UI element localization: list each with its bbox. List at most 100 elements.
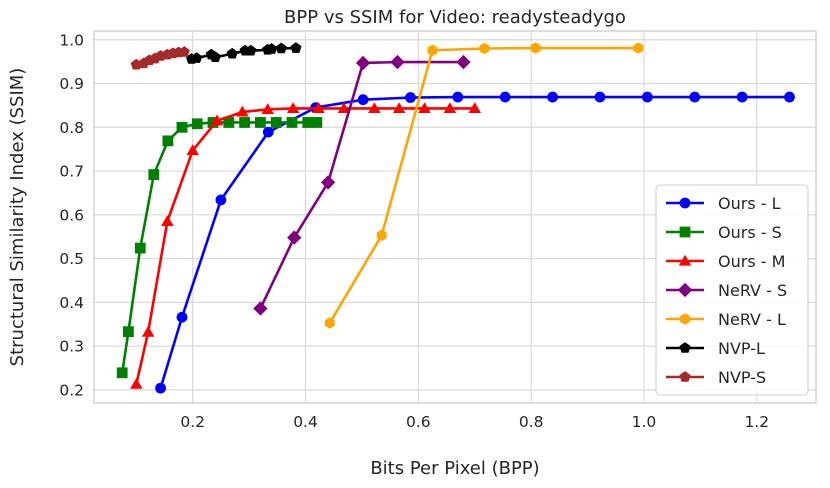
data-point-ours-l [405,92,416,103]
data-point-ours-l [357,94,369,106]
data-point-ours-s [254,117,266,128]
legend-box [655,184,809,396]
y-tick-label: 0.9 [59,75,84,93]
y-tick-label: 0.2 [59,381,84,399]
x-axis-label: Bits Per Pixel (BPP) [370,458,539,479]
x-tick-label: 1.2 [744,413,769,431]
data-point-nerv-l [479,42,490,55]
series-ours-l [155,91,795,394]
data-point-ours-s [134,242,146,254]
data-point-ours-s [191,118,203,130]
data-point-ours-m [130,377,143,389]
legend-marker [679,371,691,382]
legend-item-nvp-s: NVP-S [666,368,766,387]
data-point-nerv-s [287,230,302,245]
legend-item-ours-m: Ours - M [666,252,785,271]
series-nerv-l [324,42,644,329]
series-nvp-s [130,46,190,70]
data-point-ours-s [286,117,298,128]
legend-label: NeRV - S [718,281,787,300]
legend-item-nerv-l: NeRV - L [666,310,786,329]
data-point-ours-m [141,325,155,337]
data-point-nerv-s [253,301,268,316]
legend-label: Ours - S [718,223,782,242]
legend-marker [678,254,692,266]
data-point-ours-m [286,102,300,114]
data-point-ours-s [123,326,134,338]
legend-item-nerv-s: NeRV - S [666,281,787,300]
data-point-ours-m [261,103,274,114]
data-point-ours-m [312,102,325,114]
data-point-nerv-s [390,54,405,70]
legend-item-ours-s: Ours - S [666,223,782,242]
data-point-ours-m [161,215,174,226]
x-tick-label: 1.0 [632,413,657,431]
data-point-nerv-l [633,42,644,54]
series-ours-s [116,117,323,379]
series-layer [116,42,795,394]
y-tick-label: 0.5 [59,250,84,268]
data-point-ours-l [641,91,653,103]
data-point-ours-s [162,135,174,147]
data-point-ours-m [468,102,481,114]
series-nvp-l [185,42,302,64]
data-point-ours-l [594,91,606,103]
data-point-ours-m [368,102,381,114]
legend-item-ours-l: Ours - L [666,194,781,213]
data-point-ours-m [210,114,224,126]
x-tick-label: 0.2 [180,413,205,431]
data-point-nvp-l [275,42,287,54]
data-point-nerv-l [427,44,438,56]
data-point-ours-l [452,91,464,103]
y-tick-label: 0.8 [59,119,84,137]
data-point-nvp-s [178,46,190,57]
legend-marker [679,226,691,238]
data-point-nvp-l [191,52,203,63]
y-tick-label: 0.4 [59,294,84,312]
legend-marker [679,197,691,209]
legend-marker [680,313,690,325]
data-point-ours-l [155,382,166,394]
legend-label: NVP-S [718,368,766,387]
legend-label: Ours - M [718,252,785,271]
data-point-nerv-s [320,175,336,190]
data-point-nerv-l [324,317,335,329]
data-point-nerv-s [355,55,371,71]
data-point-nerv-l [376,229,387,242]
data-point-ours-m [418,102,431,114]
data-point-ours-s [176,121,188,133]
legend-marker [677,282,693,298]
x-tick-label: 0.6 [406,413,431,431]
data-point-ours-l [262,126,274,138]
data-point-ours-s [148,169,160,180]
data-point-ours-s [239,117,251,128]
data-point-ours-m [236,105,249,117]
data-point-ours-s [302,117,314,128]
data-point-nvp-l [290,42,302,53]
data-point-nvp-l [226,47,238,59]
series-line-nerv-s [259,60,464,310]
series-line-nerv-l [328,46,639,324]
data-point-ours-l [689,91,701,103]
data-point-ours-m [337,102,351,114]
legend-label: NeRV - L [718,310,786,329]
y-tick-label: 0.3 [59,338,84,356]
data-point-ours-m [443,102,457,114]
legend-marker [679,342,691,353]
data-point-nvp-l [209,51,221,63]
data-point-nerv-l [530,42,541,54]
legend: Ours - L Ours - S Ours - M NeRV - S NeRV - L… [655,184,809,396]
data-point-ours-l [547,91,558,103]
chart-title: BPP vs SSIM for Video: readysteadygo [284,7,626,28]
data-point-ours-m [186,144,199,156]
y-axis-label: Structural Similarity Index (SSIM) [7,68,28,367]
data-point-ours-l [499,91,511,103]
data-point-nvp-l [245,44,257,56]
plot-area-frame [93,30,817,404]
legend-item-nvp-l: NVP-L [666,339,765,358]
tick-labels: 0.2 0.4 0.6 0.8 1.0 1.2 0.2 0.3 0.4 0.5 0.6 0.7 0.8 0… [59,31,769,431]
y-tick-label: 0.7 [59,163,84,181]
y-tick-label: 0.6 [59,206,84,224]
data-point-ours-l [736,91,748,103]
